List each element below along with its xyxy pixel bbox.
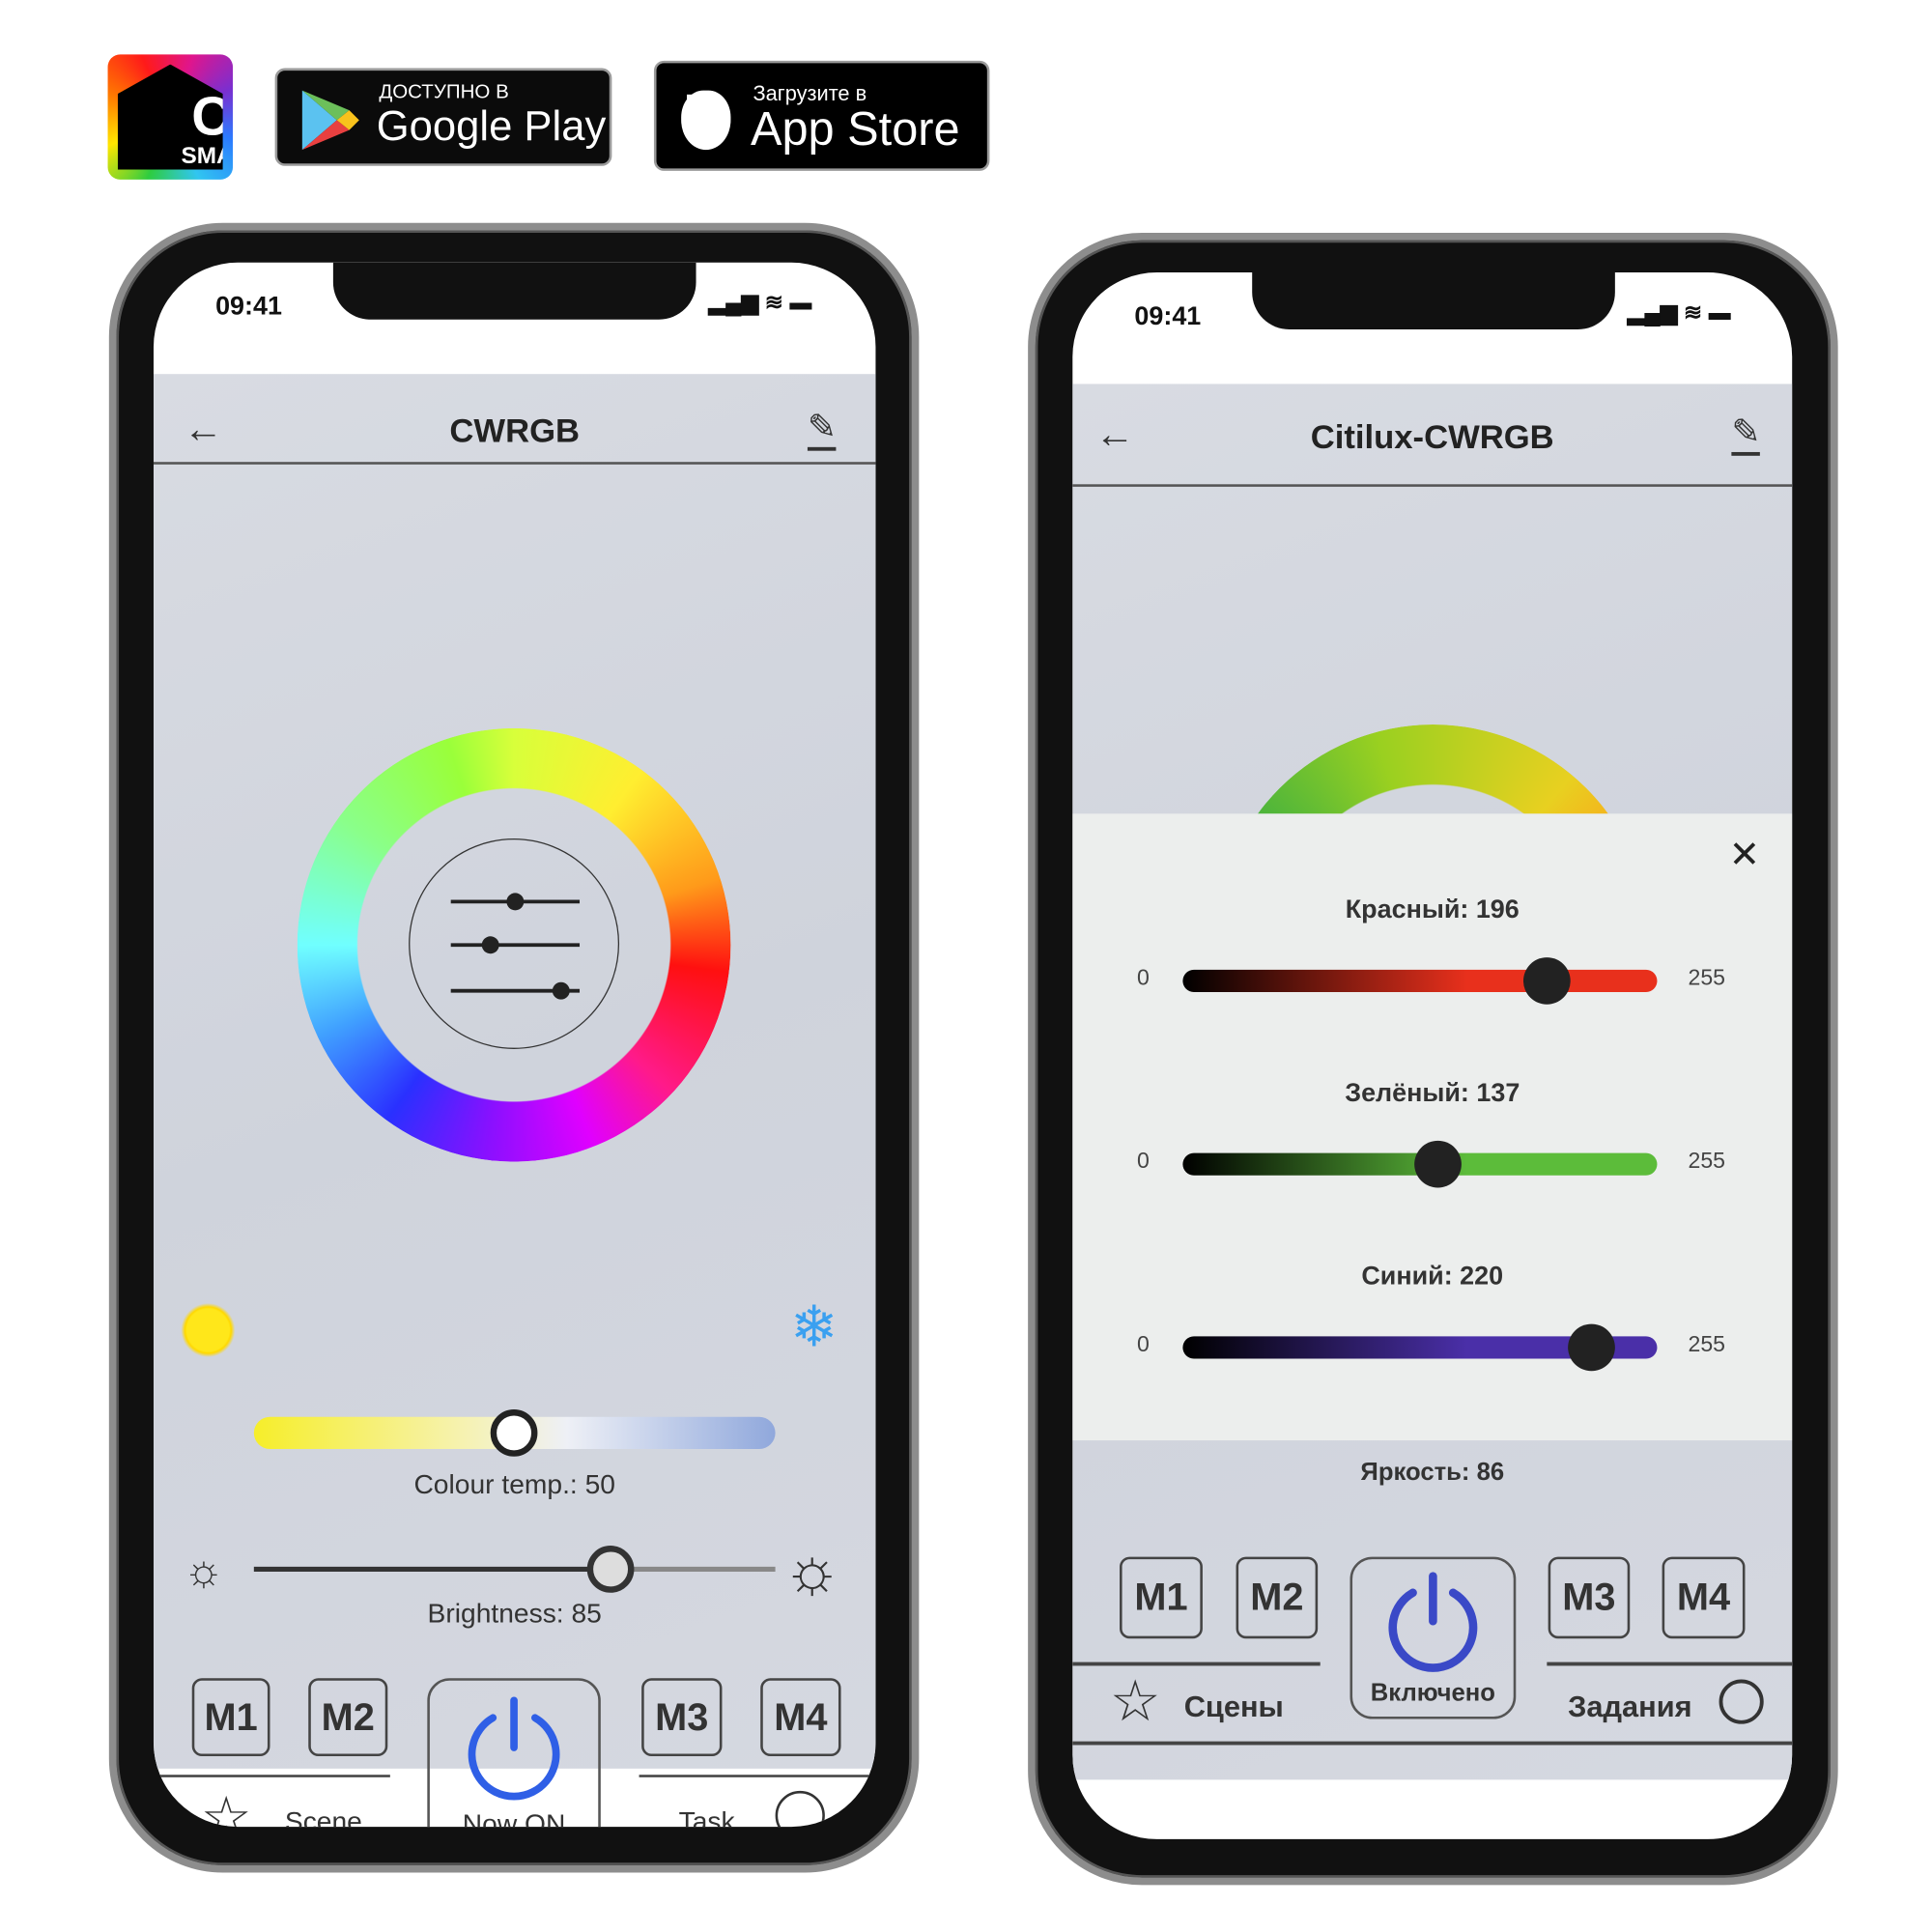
status-icons: ▂▄▆ ≋ ▬ (708, 290, 812, 315)
brightness-label: Brightness: 85 (427, 1597, 602, 1629)
right-screen: 09:41 ▂▄▆ ≋ ▬ Citilux-CWRGB ← ✎ ✕ Красны… (1072, 272, 1793, 1839)
brightness-high-icon: ☼ (782, 1534, 842, 1606)
brightness-slider[interactable] (253, 1566, 776, 1572)
task-tab[interactable]: Task (678, 1805, 735, 1828)
app-store-badge[interactable]:  Загрузите в App Store (653, 60, 990, 171)
m4-button[interactable]: M4 (760, 1678, 841, 1757)
edit-pencil-icon[interactable]: ✎ (1731, 412, 1761, 456)
brightness-knob[interactable] (586, 1546, 635, 1593)
sun-warm-icon (181, 1302, 236, 1358)
back-arrow-icon[interactable]: ← (1094, 411, 1135, 456)
brightness-label: Яркость: 86 (1360, 1459, 1505, 1487)
google-play-icon (301, 90, 359, 151)
star-icon[interactable]: ☆ (1109, 1667, 1161, 1733)
page-title: CWRGB (449, 412, 581, 450)
sliders-settings-icon[interactable] (409, 838, 620, 1049)
colour-temp-label: Colour temp.: 50 (413, 1468, 615, 1500)
m4-button[interactable]: M4 (1662, 1556, 1746, 1639)
rgb-dialog: ✕ Красный: 196 0 255 Зелёный: 137 0 255 … (1072, 813, 1793, 1441)
scenes-tab[interactable]: Сцены (1183, 1690, 1284, 1724)
star-icon[interactable]: ☆ (200, 1784, 252, 1828)
m2-button[interactable]: M2 (1236, 1556, 1319, 1639)
slider-label: Красный: 196 (1345, 895, 1520, 924)
alarm-clock-icon[interactable] (1719, 1679, 1764, 1724)
left-screen: 09:41 ▂▄▆ ≋ ▬ CWRGB ← ✎ ❄ Colour temp.: … (153, 262, 876, 1828)
tasks-tab[interactable]: Задания (1568, 1690, 1692, 1724)
power-icon (468, 1696, 560, 1801)
m1-button[interactable]: M1 (1120, 1556, 1203, 1639)
colour-temp-knob[interactable] (490, 1409, 538, 1457)
page-title: Citilux-CWRGB (1310, 418, 1554, 456)
snowflake-cold-icon: ❄ (789, 1293, 838, 1359)
back-arrow-icon[interactable]: ← (183, 406, 223, 451)
close-icon[interactable]: ✕ (1728, 835, 1761, 876)
m2-button[interactable]: M2 (308, 1678, 388, 1757)
edit-pencil-icon[interactable]: ✎ (807, 407, 838, 451)
rgb-slider-knob[interactable] (1413, 1140, 1462, 1188)
slider-label: Синий: 220 (1361, 1262, 1504, 1291)
slider-min: 0 (1136, 1331, 1150, 1356)
cl-smart-logo: CL SMART (107, 54, 234, 180)
slider-max: 255 (1688, 1331, 1726, 1356)
m1-button[interactable]: M1 (191, 1678, 270, 1757)
status-icons: ▂▄▆ ≋ ▬ (1627, 299, 1731, 325)
slider-min: 0 (1136, 1148, 1150, 1174)
brightness-low-icon: ☼ (183, 1544, 225, 1596)
power-icon (1388, 1572, 1478, 1672)
power-button[interactable]: Now ON (427, 1678, 601, 1828)
google-play-badge[interactable]: ДОСТУПНО В Google Play (274, 68, 612, 166)
slider-label: Зелёный: 137 (1345, 1078, 1520, 1108)
slider-max: 255 (1688, 964, 1726, 990)
slider-max: 255 (1688, 1148, 1726, 1174)
power-button[interactable]: Включено (1350, 1556, 1517, 1719)
rgb-slider-knob[interactable] (1523, 957, 1572, 1005)
rgb-slider-track[interactable] (1182, 969, 1658, 992)
scene-tab[interactable]: Scene (284, 1805, 362, 1828)
rgb-slider-knob[interactable] (1568, 1323, 1616, 1372)
m3-button[interactable]: M3 (1548, 1556, 1631, 1639)
rgb-slider-track[interactable] (1182, 1336, 1658, 1359)
color-wheel-partial (1216, 724, 1650, 814)
alarm-clock-icon[interactable] (775, 1790, 825, 1828)
slider-min: 0 (1136, 964, 1150, 990)
m3-button[interactable]: M3 (641, 1678, 723, 1757)
